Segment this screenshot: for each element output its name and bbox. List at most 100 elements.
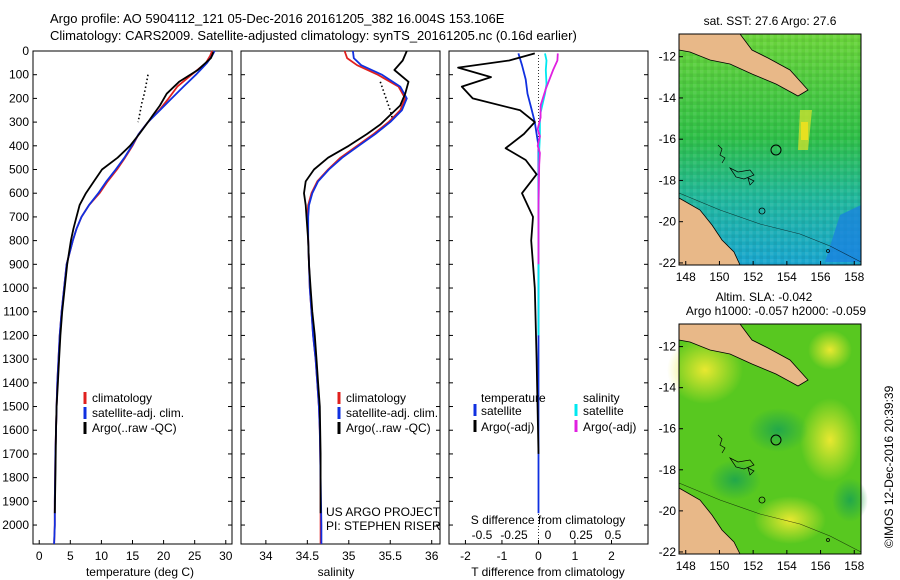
series-line — [53, 50, 213, 545]
salinity-panel-frame — [240, 50, 441, 545]
series-line — [137, 74, 149, 123]
x-tick-label: 34.5 — [296, 549, 320, 563]
series-line — [536, 53, 559, 265]
x-tick-label: 35.5 — [379, 549, 403, 563]
s-tick-label: -0.25 — [500, 528, 528, 542]
sla-map-frame — [678, 323, 862, 555]
y-tick-label: 1700 — [2, 447, 29, 461]
legend-temperature-heading: temperature — [481, 391, 546, 405]
series-line — [53, 51, 215, 514]
climatology-subtitle: Climatology: CARS2009. Satellite-adjuste… — [50, 28, 577, 43]
project-credit: US ARGO PROJECT — [326, 505, 441, 519]
x-tick-label: 35 — [342, 549, 356, 563]
map-y-tick-label: -20 — [659, 504, 677, 518]
profile-title: Argo profile: AO 5904112_121 05-Dec-2016… — [50, 11, 505, 26]
map-y-tick-label: -20 — [659, 215, 677, 229]
sla-contour — [678, 482, 862, 553]
y-tick-label: 1300 — [2, 352, 29, 366]
sla-high-anomaly — [754, 496, 826, 544]
legend-t-satellite: satellite — [481, 404, 522, 418]
sst-contour — [678, 192, 862, 263]
sst-warm-patch — [801, 122, 808, 140]
sla-map-subtitle: Argo h1000: -0.057 h2000: -0.059 — [686, 304, 866, 318]
y-tick-label: 1800 — [2, 471, 29, 485]
y-tick-label: 1500 — [2, 400, 29, 414]
salinity-axis-label: salinity — [318, 565, 355, 579]
legend-salinity-heading: salinity — [583, 391, 620, 405]
difference-profile-plot: -2 -1 0 1 2 — [449, 50, 648, 563]
map-y-tick-label: -16 — [659, 422, 677, 436]
y-tick-label: 1600 — [2, 423, 29, 437]
sla-map-title: Altim. SLA: -0.042 — [716, 290, 813, 304]
map-x-tick-label: 158 — [844, 559, 864, 573]
map-y-tick-label: -14 — [659, 381, 677, 395]
x-tick-label: 10 — [95, 549, 109, 563]
temperature-profile-plot: 0 5 10 15 20 25 30 — [33, 50, 233, 563]
sla-high-anomaly — [808, 330, 852, 370]
temperature-legend: climatology satellite-adj. clim. Argo(..… — [83, 391, 184, 435]
sla-low-anomaly — [748, 408, 808, 452]
map-x-tick-label: 156 — [811, 270, 831, 284]
y-tick-label: 300 — [9, 115, 29, 129]
x-tick-label: 36 — [425, 549, 439, 563]
sst-map-frame — [678, 33, 862, 266]
sla-high-anomaly — [800, 398, 860, 482]
series-line — [307, 50, 408, 544]
sst-island — [758, 207, 766, 215]
x-tick-label: 15 — [126, 549, 140, 563]
y-tick-label: 800 — [9, 234, 29, 248]
sst-map — [678, 33, 862, 266]
y-tick-label: 400 — [9, 139, 29, 153]
series-line — [53, 50, 216, 545]
x-tick-label: 30 — [219, 549, 233, 563]
y-tick-label: 0 — [22, 44, 29, 58]
map-x-tick-label: 152 — [743, 270, 763, 284]
depth-axis: 0 100 200 300 400 500 600 700 800 900 1000 1100 1200… — [2, 44, 29, 532]
x-tick-label: 25 — [188, 549, 202, 563]
t-difference-axis-label: T difference from climatology — [471, 565, 625, 579]
y-tick-label: 700 — [9, 210, 29, 224]
legend-argo: Argo(..raw -QC) — [346, 421, 431, 435]
map-y-tick-label: -14 — [659, 91, 677, 105]
legend-satellite: satellite-adj. clim. — [92, 406, 184, 420]
y-tick-label: 900 — [9, 257, 29, 271]
y-tick-label: 2000 — [2, 518, 29, 532]
s-tick-label: 0 — [545, 528, 552, 542]
sla-land-top — [678, 323, 809, 387]
s-tick-label: 0.25 — [569, 528, 593, 542]
map-y-tick-label: -12 — [659, 50, 677, 64]
map-x-tick-label: 150 — [709, 270, 729, 284]
legend-s-satellite: satellite — [583, 404, 624, 418]
x-tick-label: 0 — [535, 549, 542, 563]
map-x-tick-label: 154 — [777, 559, 797, 573]
x-tick-label: 2 — [608, 549, 615, 563]
y-tick-label: 100 — [9, 68, 29, 82]
legend-climatology: climatology — [346, 391, 406, 405]
sla-island — [758, 496, 766, 504]
y-tick-label: 200 — [9, 91, 29, 105]
map-y-tick-label: -22 — [659, 256, 677, 270]
y-tick-label: 1000 — [2, 281, 29, 295]
map-x-tick-label: 154 — [777, 270, 797, 284]
sla-island — [826, 538, 830, 542]
series-line — [379, 81, 394, 120]
map-x-tick-label: 158 — [844, 270, 864, 284]
sst-map-title: sat. SST: 27.6 Argo: 27.6 — [704, 14, 837, 28]
y-tick-label: 500 — [9, 163, 29, 177]
legend-argo: Argo(..raw -QC) — [92, 421, 177, 435]
series-line — [303, 50, 410, 514]
series-line — [457, 52, 540, 454]
y-tick-label: 1900 — [2, 494, 29, 508]
legend-climatology: climatology — [92, 391, 152, 405]
legend-satellite: satellite-adj. clim. — [346, 406, 438, 420]
s-tick-label: 0.5 — [605, 528, 622, 542]
legend-t-argo: Argo(-adj) — [481, 420, 534, 434]
sst-island — [826, 249, 830, 253]
map-y-tick-label: -12 — [659, 340, 677, 354]
pi-credit: PI: STEPHEN RISER — [326, 519, 441, 533]
s-difference-axis-label: S difference from climatology — [471, 513, 626, 527]
sst-reef — [717, 144, 755, 186]
argo-float-marker — [770, 144, 782, 156]
series-line — [306, 50, 407, 544]
sla-low-anomaly — [709, 460, 761, 500]
